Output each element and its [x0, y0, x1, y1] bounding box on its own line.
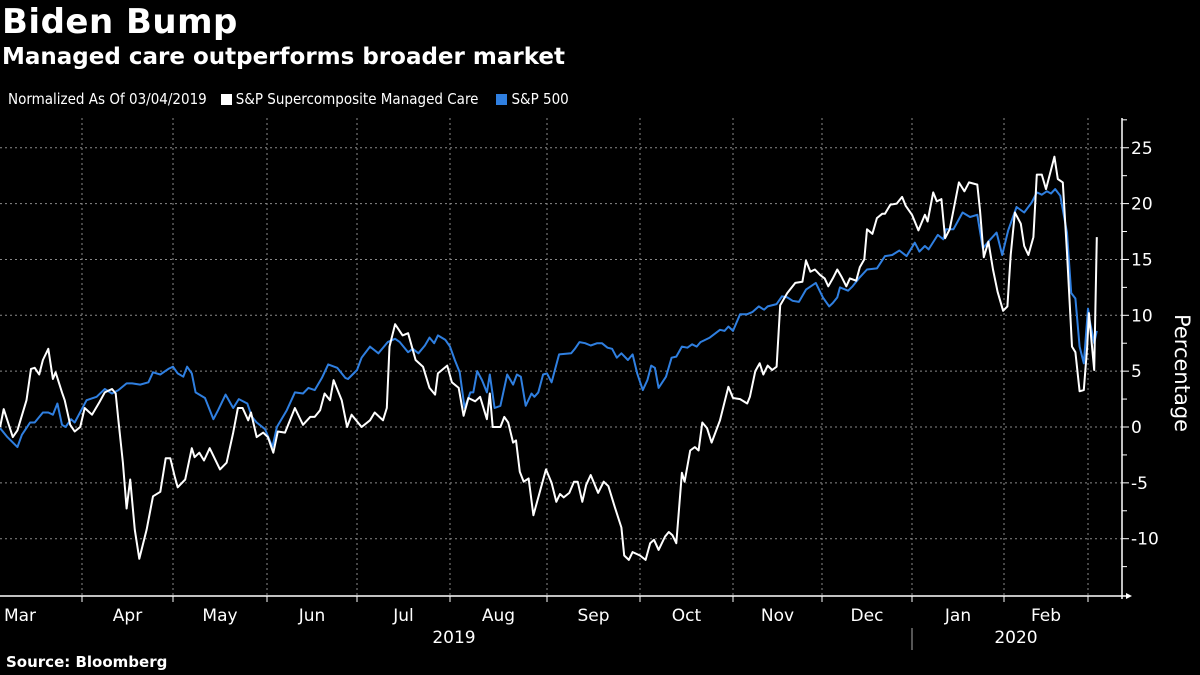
x-tick-label: Dec: [851, 606, 884, 626]
legend-label-managed-care: S&P Supercomposite Managed Care: [235, 90, 479, 108]
x-tick-label: Apr: [113, 606, 142, 626]
y-tick-label: 25: [1131, 139, 1153, 159]
series-lines: [0, 155, 1098, 561]
y-tick-label: -5: [1131, 474, 1148, 494]
chart-subtitle: Managed care outperforms broader market: [2, 44, 565, 70]
legend-item-sp500: S&P 500: [496, 90, 569, 108]
source-note: Source: Bloomberg: [6, 653, 168, 671]
series-line-managed-care: [0, 155, 1098, 561]
legend-item-managed-care: S&P Supercomposite Managed Care: [220, 90, 479, 108]
x-tick-label: Feb: [1031, 606, 1061, 626]
year-label-2019: 2019: [432, 628, 475, 648]
x-tick-label: Mar: [4, 606, 36, 626]
legend-swatch-managed-care: [220, 93, 232, 105]
y-tick-label: 15: [1131, 250, 1153, 270]
axes: -10 -5 0 5 10 15 20 25 Mar Apr May Jun Jul Aug Sep Oct N…: [0, 118, 1159, 650]
x-tick-label: Oct: [672, 606, 702, 626]
chart-title: Biden Bump: [2, 2, 238, 42]
gridlines: [0, 118, 1122, 596]
y-tick-label: 20: [1131, 195, 1153, 215]
normalization-note: Normalized As Of 03/04/2019: [8, 90, 207, 108]
x-axis-arrow: [1126, 593, 1132, 599]
year-label-2020: 2020: [994, 628, 1037, 648]
y-tick-label: 5: [1131, 362, 1142, 382]
x-tick-label: Jul: [392, 606, 414, 626]
y-tick-label: 10: [1131, 306, 1153, 326]
x-tick-label: May: [202, 606, 237, 626]
legend-label-sp500: S&P 500: [511, 90, 569, 108]
y-axis-label: Percentage: [1170, 314, 1194, 432]
x-tick-label: Sep: [577, 606, 609, 626]
x-tick-label: Aug: [482, 606, 515, 626]
y-tick-label: 0: [1131, 418, 1142, 438]
legend: Normalized As Of 03/04/2019 S&P Supercom…: [8, 90, 587, 108]
x-tick-label: Jan: [944, 606, 971, 626]
x-tick-label: Jun: [298, 606, 326, 626]
x-tick-label: Nov: [761, 606, 794, 626]
series-line-sp500: [0, 188, 1098, 449]
y-tick-label: -10: [1131, 530, 1159, 550]
legend-swatch-sp500: [496, 93, 508, 105]
